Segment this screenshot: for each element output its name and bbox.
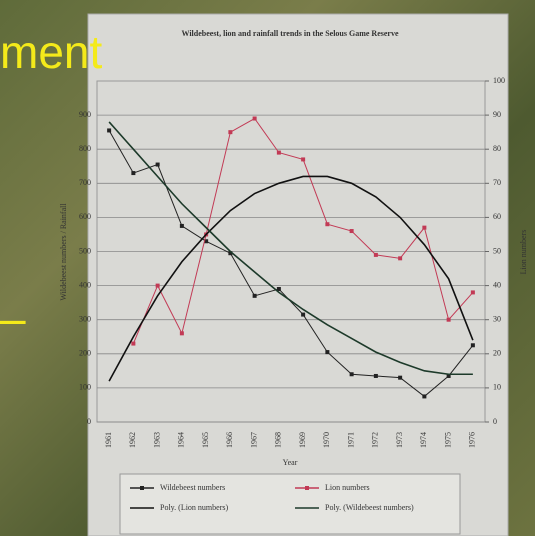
data-point xyxy=(276,287,281,292)
x-tick-label: 1961 xyxy=(104,432,113,448)
data-point xyxy=(398,256,403,261)
data-point xyxy=(228,130,233,135)
y-tick-label: 600 xyxy=(79,212,91,221)
data-point xyxy=(276,150,281,155)
y-tick-label: 300 xyxy=(79,315,91,324)
y-tick-label: 500 xyxy=(79,246,91,255)
data-point xyxy=(422,225,427,230)
x-tick-label: 1971 xyxy=(346,432,355,448)
y2-tick-label: 100 xyxy=(493,76,505,85)
y2-tick-label: 80 xyxy=(493,144,501,153)
data-point xyxy=(325,350,330,355)
data-point xyxy=(373,252,378,257)
data-point xyxy=(155,162,160,167)
data-point xyxy=(325,222,330,227)
data-point xyxy=(131,171,136,176)
legend-label: Wildebeest numbers xyxy=(160,483,225,492)
x-tick-label: 1964 xyxy=(177,432,186,448)
x-tick-label: 1976 xyxy=(468,432,477,448)
data-point xyxy=(398,375,403,380)
y2-tick-label: 10 xyxy=(493,383,501,392)
data-point xyxy=(301,312,306,317)
y2-axis-label: Lion numbers xyxy=(519,230,528,275)
data-point xyxy=(204,239,209,244)
y2-tick-label: 40 xyxy=(493,280,501,289)
y-tick-label: 900 xyxy=(79,110,91,119)
x-tick-label: 1968 xyxy=(274,432,283,448)
y-tick-label: 400 xyxy=(79,280,91,289)
y2-tick-label: 90 xyxy=(493,110,501,119)
slide-title-fragment: ment xyxy=(0,26,102,78)
x-tick-label: 1973 xyxy=(395,432,404,448)
data-point xyxy=(422,394,427,399)
x-tick-label: 1974 xyxy=(419,432,428,448)
chart-title: Wildebeest, lion and rainfall trends in … xyxy=(181,29,398,38)
x-tick-label: 1972 xyxy=(371,432,380,448)
data-point xyxy=(131,341,136,346)
data-point xyxy=(301,157,306,162)
data-point xyxy=(349,229,354,234)
data-point xyxy=(179,223,184,228)
y2-tick-label: 30 xyxy=(493,315,501,324)
data-point xyxy=(373,373,378,378)
data-point xyxy=(470,290,475,295)
series-line xyxy=(108,121,473,376)
y2-tick-label: 60 xyxy=(493,212,501,221)
data-point xyxy=(252,293,257,298)
y-axis-label: Wildebeest numbers / Rainfall xyxy=(59,203,68,301)
legend-label: Poly. (Wildebeest numbers) xyxy=(325,503,414,512)
x-tick-label: 1965 xyxy=(201,432,210,448)
x-tick-label: 1969 xyxy=(298,432,307,448)
data-point xyxy=(179,331,184,336)
data-point xyxy=(155,283,160,288)
y2-tick-label: 20 xyxy=(493,349,501,358)
legend-marker xyxy=(140,486,144,490)
y-tick-label: 200 xyxy=(79,349,91,358)
x-tick-label: 1963 xyxy=(152,432,161,448)
y2-tick-label: 50 xyxy=(493,246,501,255)
legend-box xyxy=(119,473,461,535)
data-point xyxy=(446,317,451,322)
x-tick-label: 1962 xyxy=(128,432,137,448)
data-point xyxy=(107,128,112,133)
data-point xyxy=(470,343,475,348)
y2-tick-label: 0 xyxy=(493,417,497,426)
y-tick-label: 700 xyxy=(79,178,91,187)
data-point xyxy=(446,373,451,378)
data-point xyxy=(252,116,257,121)
legend-marker xyxy=(305,486,309,490)
y2-tick-label: 70 xyxy=(493,178,501,187)
x-tick-label: 1975 xyxy=(443,432,452,448)
x-axis-label: Year xyxy=(283,458,298,467)
x-tick-label: 1966 xyxy=(225,432,234,448)
y-tick-label: 0 xyxy=(87,417,91,426)
slide-bullet: – xyxy=(0,292,26,344)
series-line xyxy=(108,175,474,382)
data-point xyxy=(228,251,233,256)
y-tick-label: 100 xyxy=(79,383,91,392)
y-tick-label: 800 xyxy=(79,144,91,153)
data-point xyxy=(349,372,354,377)
x-tick-label: 1970 xyxy=(322,432,331,448)
x-tick-label: 1967 xyxy=(249,432,258,448)
legend-label: Lion numbers xyxy=(325,483,370,492)
legend-label: Poly. (Lion numbers) xyxy=(160,503,228,512)
